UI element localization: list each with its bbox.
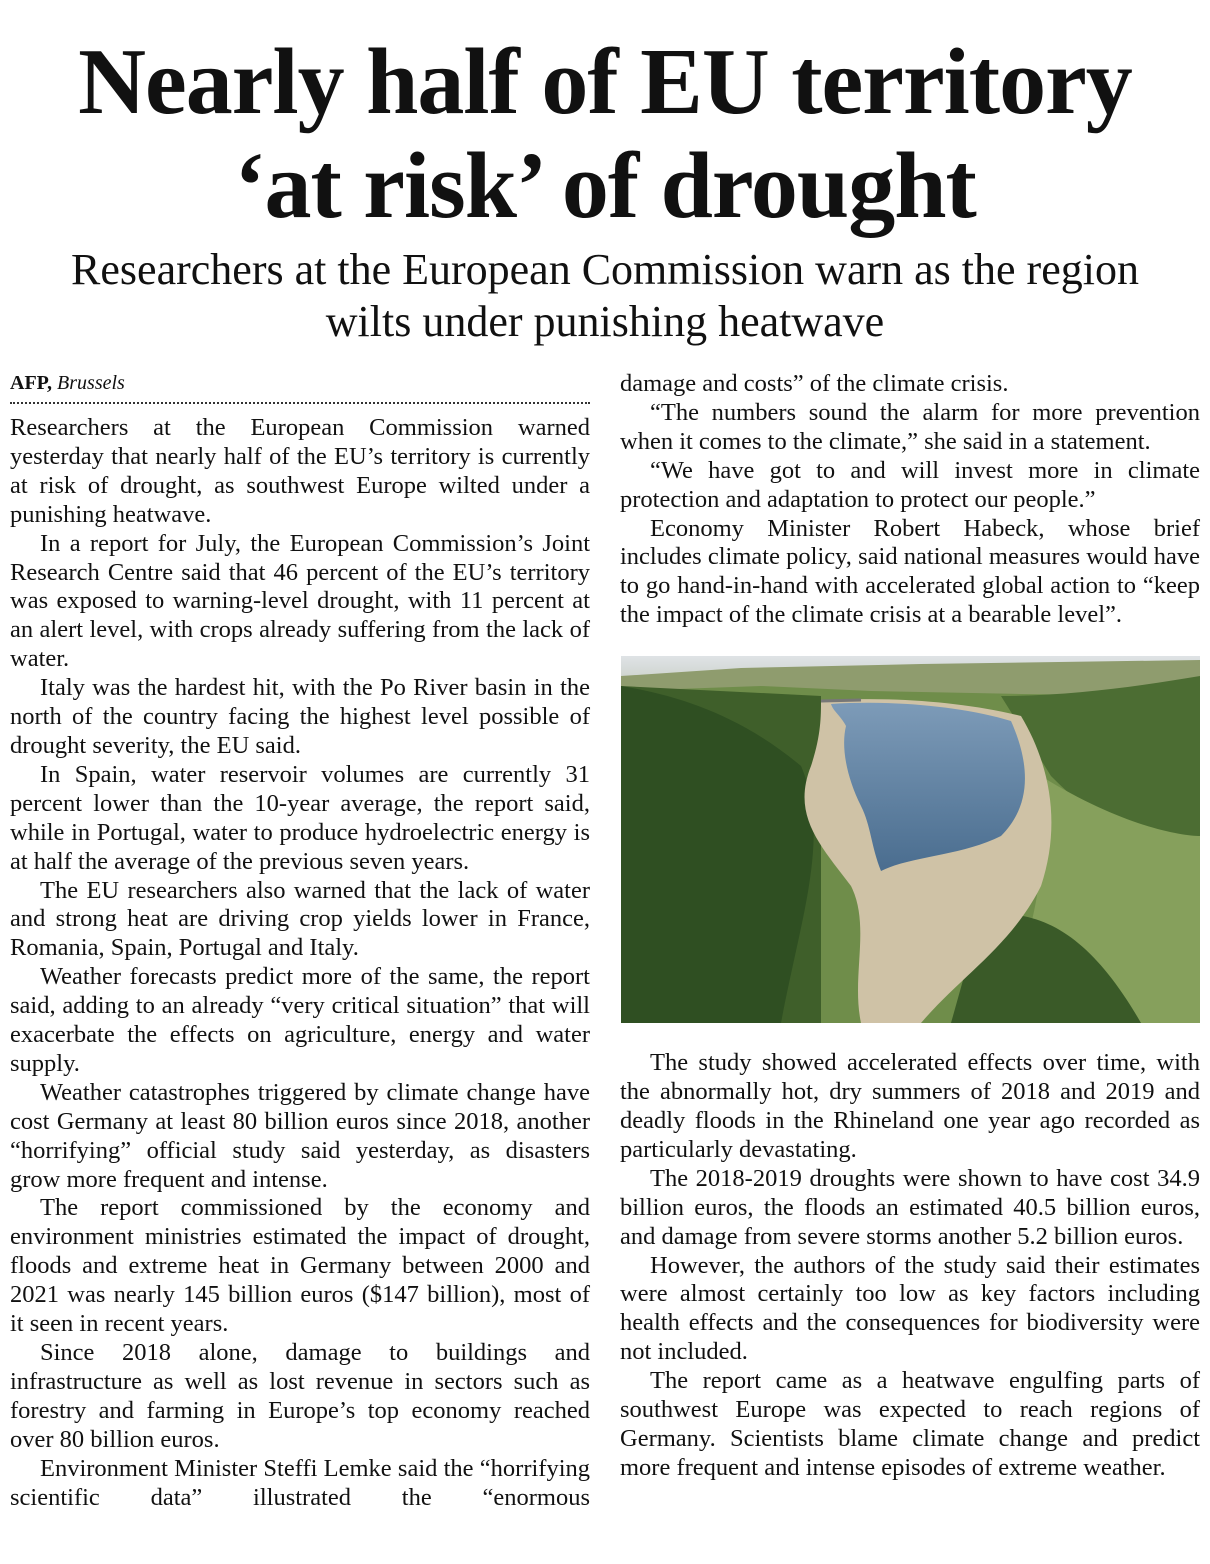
headline: Nearly half of EU territory ‘at risk’ of… <box>0 30 1210 238</box>
paragraph: In a report for July, the European Commi… <box>10 529 590 673</box>
subhead-line-2: wilts under punishing heatwave <box>325 297 885 346</box>
paragraph: “The numbers sound the alarm for more pr… <box>620 398 1200 455</box>
masthead: Nearly half of EU territory ‘at risk’ of… <box>0 0 1210 348</box>
paragraph: Since 2018 alone, damage to buildings an… <box>10 1339 590 1453</box>
paragraph: The report came as a heatwave engulfing … <box>620 1367 1200 1481</box>
paragraph: The study showed accelerated effects ove… <box>620 1049 1200 1163</box>
paragraph: Italy was the hardest hit, with the Po R… <box>10 674 590 759</box>
article-column-left: AFP, Brussels Researchers at the Europea… <box>10 370 590 1512</box>
byline-agency: AFP, <box>10 372 53 394</box>
headline-line-1: Nearly half of EU territory <box>78 30 1133 134</box>
paragraph: “We have got to and will invest more in … <box>620 456 1200 513</box>
subhead-line-1: Researchers at the European Commission w… <box>71 245 1139 294</box>
reservoir-drought-photo <box>621 656 1200 1024</box>
paragraph: Weather forecasts predict more of the sa… <box>10 963 590 1077</box>
paragraph: The report commissioned by the economy a… <box>10 1194 590 1338</box>
paragraph: damage and costs” of the climate crisis. <box>620 370 1009 397</box>
subheadline: Researchers at the European Commission w… <box>0 244 1210 348</box>
headline-line-2: ‘at risk’ of drought <box>234 134 977 238</box>
paragraph: Weather catastrophes triggered by climat… <box>10 1078 590 1193</box>
dotted-divider <box>10 402 590 404</box>
article-column-right-top: damage and costs” of the climate crisis.… <box>620 370 1200 630</box>
paragraph: However, the authors of the study said t… <box>620 1251 1200 1366</box>
paragraph: Economy Minister Robert Habeck, whose br… <box>620 514 1200 629</box>
byline-place: Brussels <box>57 372 125 394</box>
byline: AFP, Brussels <box>10 370 590 396</box>
article-column-right-bottom: The study showed accelerated effects ove… <box>620 1049 1200 1483</box>
article-body: AFP, Brussels Researchers at the Europea… <box>0 348 1210 1512</box>
paragraph: Environment Minister Steffi Lemke said t… <box>10 1454 590 1511</box>
paragraph: The 2018-2019 droughts were shown to hav… <box>620 1164 1200 1250</box>
paragraph: In Spain, water reservoir volumes are cu… <box>10 760 590 875</box>
article-column-right: damage and costs” of the climate crisis.… <box>620 370 1200 1512</box>
paragraph: The EU researchers also warned that the … <box>10 876 590 962</box>
paragraph: Researchers at the European Commission w… <box>10 414 590 528</box>
